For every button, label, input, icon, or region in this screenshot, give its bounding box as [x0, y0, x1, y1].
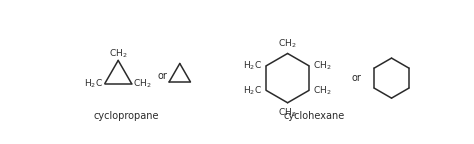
Text: or: or [352, 73, 362, 83]
Text: H$_2$C: H$_2$C [244, 59, 263, 72]
Text: H$_2$C: H$_2$C [244, 84, 263, 97]
Text: H$_2$C: H$_2$C [84, 77, 103, 90]
Text: CH$_2$: CH$_2$ [278, 107, 297, 119]
Text: cyclohexane: cyclohexane [284, 111, 345, 121]
Text: CH$_2$: CH$_2$ [313, 84, 331, 97]
Text: CH$_2$: CH$_2$ [278, 37, 297, 50]
Text: or: or [158, 71, 168, 81]
Text: CH$_2$: CH$_2$ [133, 77, 152, 90]
Text: cyclopropane: cyclopropane [93, 111, 159, 121]
Text: CH$_2$: CH$_2$ [109, 47, 128, 60]
Text: CH$_2$: CH$_2$ [313, 59, 331, 72]
